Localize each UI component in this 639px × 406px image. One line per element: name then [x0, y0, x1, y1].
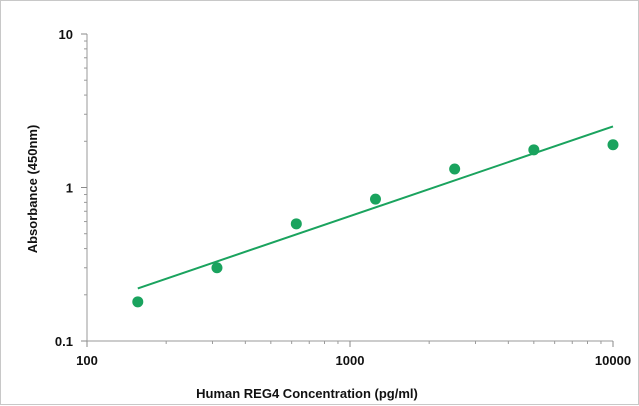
data-point [132, 296, 144, 308]
x-tick-label: 1000 [336, 353, 365, 368]
x-tick-label: 10000 [595, 353, 631, 368]
data-point [607, 139, 619, 151]
y-tick-label: 0.1 [55, 334, 73, 349]
tick-labels: 0.1 1 10 100 1000 10000 [55, 27, 631, 368]
y-axis-title: Absorbance (450nm) [25, 125, 40, 254]
x-axis-title: Human REG4 Concentration (pg/ml) [196, 386, 418, 401]
trendline [137, 125, 614, 290]
data-point [528, 144, 540, 156]
data-point [290, 218, 302, 230]
trendline-layer [137, 125, 614, 290]
y-tick-label: 10 [59, 27, 73, 42]
data-points [132, 139, 619, 308]
x-tick-label: 100 [76, 353, 98, 368]
major-ticks [81, 33, 614, 347]
axes [86, 34, 613, 342]
data-point [449, 163, 461, 175]
data-point [369, 193, 381, 205]
minor-ticks [84, 40, 602, 344]
data-point [211, 262, 223, 274]
y-tick-label: 1 [66, 181, 73, 196]
